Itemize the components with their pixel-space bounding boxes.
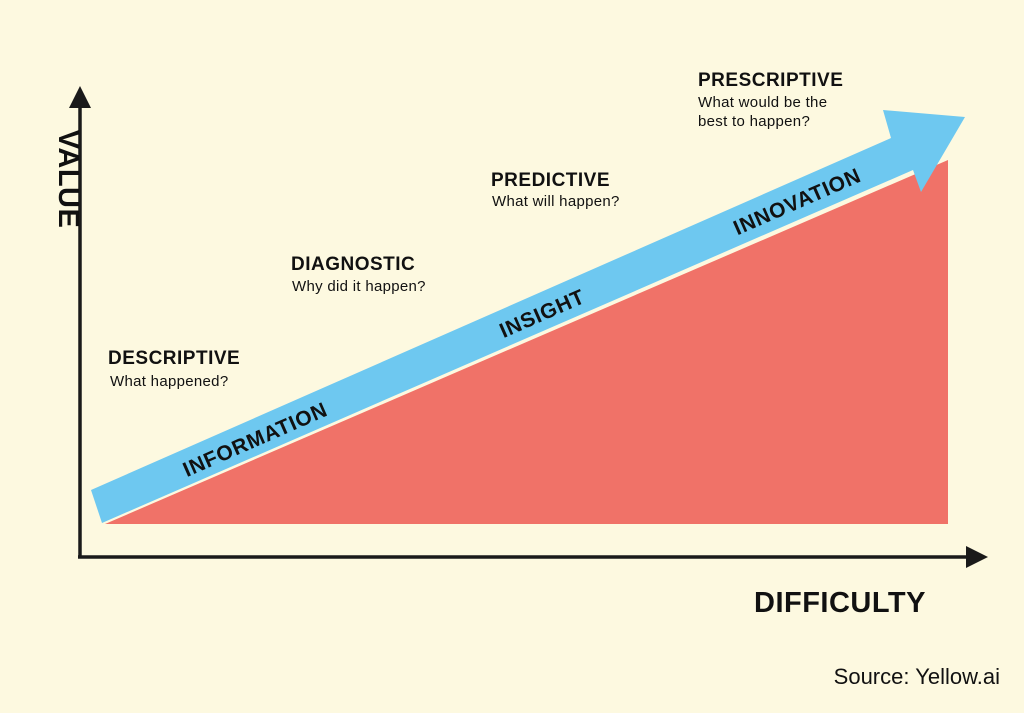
stage-descriptive-question: What happened? xyxy=(110,373,228,390)
source-credit: Source: Yellow.ai xyxy=(834,664,1000,689)
value-triangle xyxy=(105,160,948,524)
y-axis-arrowhead xyxy=(69,86,91,108)
stage-prescriptive-question-line2: best to happen? xyxy=(698,113,810,130)
stage-diagnostic-question: Why did it happen? xyxy=(292,278,426,295)
x-axis-arrowhead xyxy=(966,546,988,568)
y-axis-label: VALUE xyxy=(52,130,84,229)
stage-predictive-question: What will happen? xyxy=(492,193,620,210)
x-axis-label: DIFFICULTY xyxy=(754,587,926,619)
stage-prescriptive-title: PRESCRIPTIVE xyxy=(698,70,843,91)
stage-diagnostic-title: DIAGNOSTIC xyxy=(291,254,415,275)
stage-prescriptive-question-line1: What would be the xyxy=(698,94,827,111)
growth-arrow xyxy=(91,110,965,523)
stage-descriptive-title: DESCRIPTIVE xyxy=(108,348,240,369)
stage-predictive-title: PREDICTIVE xyxy=(491,170,610,191)
